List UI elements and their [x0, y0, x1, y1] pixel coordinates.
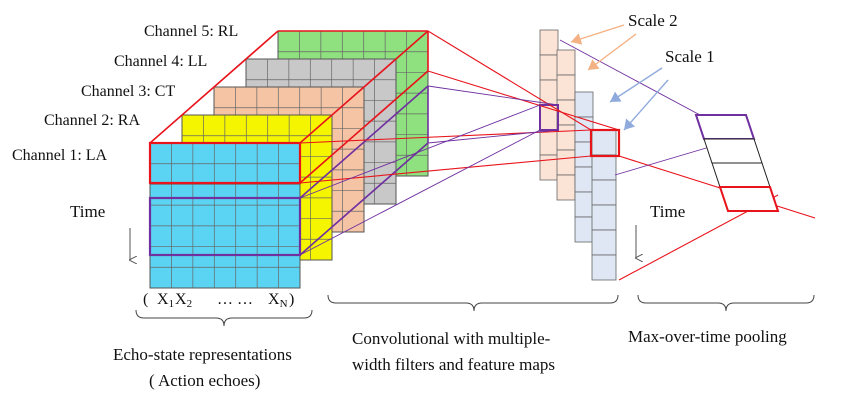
scale-1-arrow-a: [609, 67, 663, 103]
feature-map-cell: [539, 154, 559, 181]
purple-filter-edge: [299, 85, 429, 199]
feature-map-cell: [574, 216, 594, 243]
caption-pool: Max-over-time pooling: [628, 327, 787, 346]
time-label-left: Time: [70, 202, 105, 221]
connection-line-red: [618, 155, 816, 219]
feature-map-cell: [574, 191, 594, 218]
feature-map-cell: [556, 149, 576, 176]
feature-map-cell: [539, 129, 559, 156]
x1-label: X: [157, 291, 169, 308]
purple-filter-front: [148, 196, 302, 257]
xn-subscript: N: [280, 298, 288, 310]
feature-map-cell: [591, 179, 617, 206]
connection-line-red: [427, 70, 620, 131]
feature-map-cell: [539, 29, 559, 56]
connection-line-red: [299, 129, 592, 144]
pooling-cell: [694, 114, 756, 140]
x2-subscript: 2: [187, 298, 193, 310]
pooling-cell: [718, 186, 780, 212]
channel-3-label: Channel 3: CT: [81, 83, 175, 100]
filter-edge: [299, 70, 429, 184]
feature-map-cell: [574, 166, 594, 193]
purple-filter-edge: [299, 142, 429, 256]
bracket-echo: [135, 309, 313, 327]
caption-conv-line1: Convolutional with multiple-: [352, 329, 551, 348]
pooling-strip: [694, 114, 780, 212]
feature-map-cell: [556, 49, 576, 76]
channel-2-label: Channel 2: RA: [44, 112, 140, 129]
scale-2-arrow-b: [587, 33, 637, 71]
channel-4-label: Channel 4: LL: [114, 53, 207, 70]
svg-text:X1: X1: [157, 291, 174, 310]
svg-text:X2: X2: [175, 291, 192, 310]
feature-highlight-red: [589, 128, 621, 158]
scale-2-label: Scale 2: [628, 11, 678, 30]
time-label-right: Time: [650, 202, 685, 221]
feature-maps: [539, 29, 621, 281]
svg-text:XN: XN: [268, 291, 288, 310]
x2-label: X: [175, 291, 187, 308]
pooling-cell: [711, 162, 771, 188]
x-axis-labels: ( X1 X2 … … XN ): [143, 291, 294, 310]
pooling-cell: [703, 138, 763, 164]
feature-map-cell: [591, 129, 617, 156]
caption-echo-line2: ( Action echoes): [149, 371, 260, 390]
feature-map-scale1-a: [574, 91, 594, 243]
scale-1-label: Scale 1: [665, 47, 715, 66]
x-close-paren: ): [289, 291, 294, 308]
connection-line-purple: [427, 85, 559, 106]
bracket-conv: [327, 294, 619, 312]
x1-subscript: 1: [169, 298, 175, 310]
caption-conv-line2: width filters and feature maps: [352, 355, 555, 374]
connection-lines: [299, 30, 816, 281]
filter-edge: [299, 30, 429, 144]
filter-front-face: [148, 141, 302, 185]
scale-2-arrow-a: [570, 24, 625, 45]
feature-map-cell: [591, 229, 617, 256]
scale-1-arrow-b: [623, 79, 669, 131]
feature-map-scale2-b: [556, 49, 576, 201]
connection-line-purple: [559, 39, 701, 116]
channel-1-rect: [149, 142, 301, 289]
x-dots-1: …: [217, 291, 233, 308]
channel-1-face: [149, 142, 301, 289]
connection-line-red: [299, 155, 592, 184]
feature-map-cell: [591, 254, 617, 281]
filter-edge: [149, 30, 279, 144]
feature-map-scale1-b: [591, 129, 617, 281]
feature-map-cell: [591, 154, 617, 181]
feature-map-cell: [556, 99, 576, 126]
feature-map-cell: [556, 124, 576, 151]
connection-line-purple: [299, 129, 541, 256]
bracket-pool: [637, 294, 815, 312]
feature-map-cell: [556, 174, 576, 201]
x-dots-2: …: [237, 291, 253, 308]
channel-labels: Channel 1: LA Channel 2: RA Channel 3: C…: [12, 23, 238, 164]
x-open-paren: (: [143, 291, 148, 308]
connection-line-purple: [427, 129, 559, 144]
feature-map-cell: [591, 204, 617, 231]
channel-5-label: Channel 5: RL: [144, 23, 238, 40]
feature-map-cell: [539, 54, 559, 81]
connection-line-purple: [299, 104, 541, 199]
feature-map-cell: [574, 91, 594, 118]
feature-map-scale2-a: [539, 29, 559, 181]
xn-label: X: [268, 291, 280, 308]
filter-box-red: [148, 30, 429, 257]
caption-echo-line1: Echo-state representations: [113, 345, 292, 364]
channel-1-label: Channel 1: LA: [12, 147, 108, 164]
feature-map-cell: [556, 74, 576, 101]
